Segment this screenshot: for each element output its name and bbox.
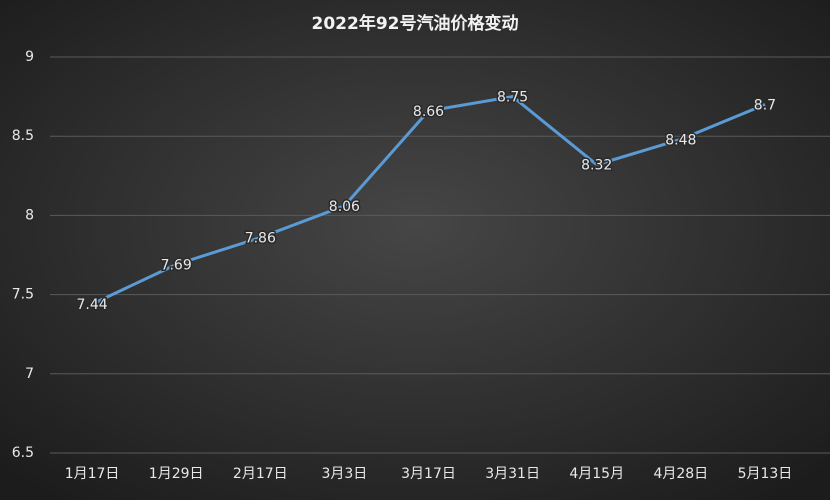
y-tick-label: 6.5 (12, 445, 34, 461)
data-label: 8.48 (665, 132, 696, 148)
grid (50, 56, 830, 454)
data-label: 7.69 (161, 258, 192, 274)
data-label: 8.66 (413, 104, 444, 120)
data-label: 8.7 (754, 98, 776, 114)
marks: 7.44 7.69 7.86 8.06 8.66 8.75 8.32 8.48 8.7 (75, 88, 778, 315)
chart-title: 2022年92号汽油价格变动 (312, 13, 519, 34)
y-tick-label: 8.5 (12, 128, 34, 144)
y-tick-label: 7.5 (12, 287, 34, 303)
x-tick-label: 4月28日 (653, 466, 708, 482)
x-tick-label: 4月15月 (569, 466, 624, 482)
x-tick-label: 1月29日 (149, 466, 204, 482)
data-label: 8.06 (329, 199, 360, 215)
data-label: 7.44 (76, 297, 107, 313)
x-tick-label: 2月17日 (233, 466, 288, 482)
y-tick-label: 9 (25, 49, 34, 65)
x-tick-label: 1月17日 (65, 466, 120, 482)
line (91, 95, 766, 306)
x-tick-label: 3月17日 (401, 466, 456, 482)
x-tick-label: 5月13日 (738, 466, 793, 482)
data-label: 8.75 (497, 90, 528, 106)
y-tick-label: 7 (25, 366, 34, 382)
x-tick-label: 3月31日 (485, 466, 540, 482)
data-label: 7.86 (245, 231, 276, 247)
y-tick-label: 8 (25, 207, 34, 223)
x-tick-label: 3月3日 (321, 466, 367, 482)
data-label: 8.32 (581, 158, 612, 174)
